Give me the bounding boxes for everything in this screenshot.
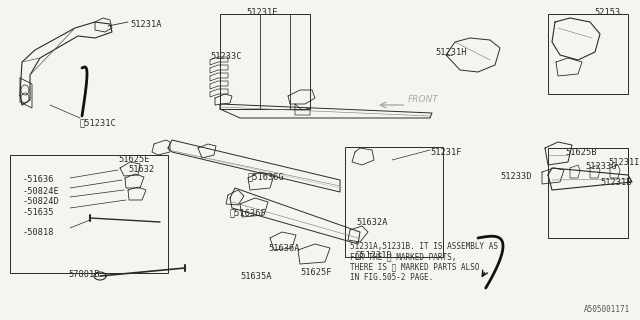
Text: 51632A: 51632A: [356, 218, 387, 227]
Text: 52153: 52153: [594, 8, 620, 17]
Text: 51632: 51632: [128, 165, 154, 174]
Text: 51636A: 51636A: [268, 244, 300, 253]
Bar: [548, 14, 628, 94]
Text: -50818: -50818: [22, 228, 54, 237]
Text: 57801B: 57801B: [68, 270, 99, 279]
Text: FRONT: FRONT: [408, 95, 439, 105]
Text: 51625E: 51625E: [118, 155, 150, 164]
Text: 51231H: 51231H: [435, 48, 467, 57]
Text: ※51636G: ※51636G: [248, 172, 285, 181]
Text: -51635: -51635: [22, 208, 54, 217]
Text: 51635A: 51635A: [240, 272, 271, 281]
Text: ※51636F: ※51636F: [230, 208, 267, 217]
Text: 51231A: 51231A: [130, 20, 161, 29]
Text: 51625B: 51625B: [565, 148, 596, 157]
Bar: [10, 155, 168, 273]
Text: -50824E: -50824E: [22, 187, 59, 196]
Text: 51231E: 51231E: [246, 8, 278, 17]
Text: 51231A,51231B. IT IS ASSEMBLY AS
FOR THE ※ MARKED PARTS,
THERE IS ※ MARKED PARTS: 51231A,51231B. IT IS ASSEMBLY AS FOR THE…: [350, 242, 498, 282]
Text: ※51231C: ※51231C: [80, 118, 116, 127]
Text: 51233C: 51233C: [210, 52, 241, 61]
Text: 51231I: 51231I: [608, 158, 639, 167]
Text: 51231F: 51231F: [430, 148, 461, 157]
Text: -51636: -51636: [22, 175, 54, 184]
Text: A505001171: A505001171: [584, 305, 630, 314]
Text: 51233G: 51233G: [585, 162, 616, 171]
Bar: [220, 14, 310, 109]
Text: -50824D: -50824D: [22, 197, 59, 206]
Text: ※51231D: ※51231D: [356, 250, 393, 259]
Text: 51233D: 51233D: [500, 172, 531, 181]
Bar: [345, 147, 443, 257]
Text: 51231B: 51231B: [600, 178, 632, 187]
Bar: [548, 148, 628, 238]
Text: 51625F: 51625F: [300, 268, 332, 277]
